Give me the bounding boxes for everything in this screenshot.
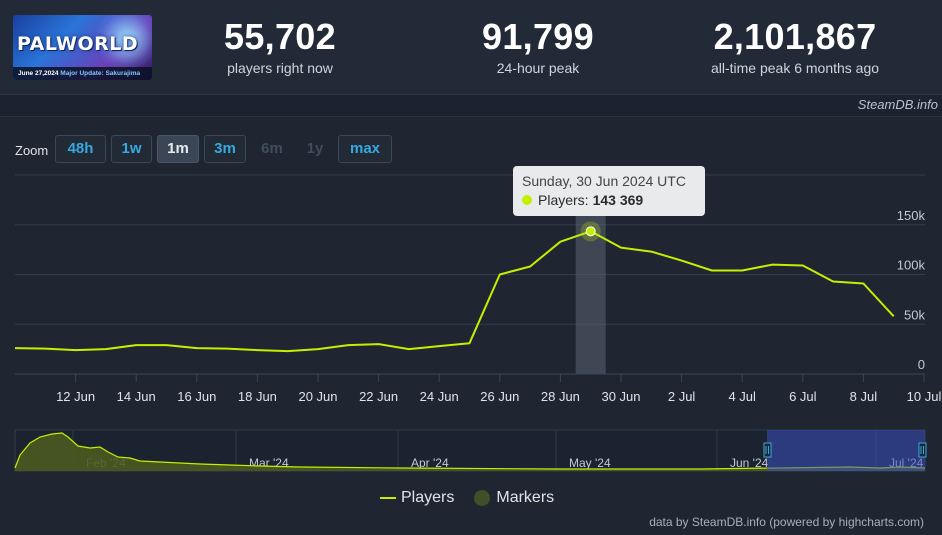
x-tick-label: 8 Jul [850,389,878,404]
series-dot-icon [522,195,532,205]
game-capsule-image[interactable]: PALWORLD June 27,2024 Major Update: Saku… [13,15,152,80]
tooltip-row: Players: 143 369 [522,192,705,208]
stat-label: all-time peak 6 months ago [710,60,880,76]
capsule-date: June 27,2024 [18,70,59,77]
x-tick-label: 6 Jul [789,389,817,404]
capsule-caption: June 27,2024 Major Update: Sakurajima [13,67,152,80]
x-tick-label: 24 Jun [420,389,459,404]
x-tick-label: 20 Jun [298,389,337,404]
legend-item-players[interactable]: Players [380,489,454,507]
game-logo: PALWORLD [17,33,139,55]
x-tick-label: 2 Jul [668,389,696,404]
capsule-update: Major Update: Sakurajima [60,70,141,77]
stat-value: 91,799 [482,16,594,57]
stat-all-time-peak: 2,101,867 all-time peak 6 months ago [680,17,910,77]
highlighted-point[interactable] [585,226,596,237]
zoom-1m-button[interactable]: 1m [157,135,199,163]
tooltip-series-label: Players: [538,192,589,208]
legend-item-markers[interactable]: Markers [454,489,554,507]
x-tick-label: 28 Jun [541,389,580,404]
stats-bar: PALWORLD June 27,2024 Major Update: Saku… [0,0,942,95]
tooltip-value: 143 369 [592,192,644,208]
stat-label: 24-hour peak [496,60,580,76]
line-symbol-icon [380,497,396,499]
series-line-players[interactable] [14,230,895,353]
x-tick-label: 26 Jun [480,389,519,404]
x-tick-label: 10 Jul [907,389,942,404]
zoom-1w-button[interactable]: 1w [111,135,152,163]
navigator-area [15,433,925,471]
y-tick-label: 50k [904,307,925,322]
stat-value: 2,101,867 [713,16,877,57]
navigator-handle-left[interactable] [763,442,772,458]
stat-label: players right now [227,60,333,76]
legend-label: Players [401,489,455,506]
x-tick-label: 18 Jun [238,389,277,404]
x-tick-label: 16 Jun [177,389,216,404]
navigator-month-label: Jun '24 [730,456,769,470]
chart-legend: Players Markers [380,489,554,507]
zoom-max-button[interactable]: max [338,135,392,163]
navigator-month-label: May '24 [569,456,611,470]
navigator-selection[interactable] [767,430,925,471]
navigator-handle-right[interactable] [918,442,927,458]
marker-symbol-icon [474,490,491,506]
stat-24h-peak: 91,799 24-hour peak [438,17,638,77]
x-tick-label: 4 Jul [728,389,756,404]
chart-tooltip: Sunday, 30 Jun 2024 UTC Players: 143 369 [513,166,705,216]
y-tick-label: 0 [918,357,925,372]
zoom-label: Zoom [15,143,49,158]
steamdb-credit[interactable]: SteamDB.info [857,97,938,112]
x-tick-label: 30 Jun [601,389,640,404]
navigator-month-label: Apr '24 [411,456,449,470]
capsule-art [92,15,152,69]
x-tick-label: 14 Jun [117,389,156,404]
y-tick-label: 150k [897,208,926,223]
y-tick-label: 100k [897,258,926,273]
zoom-3m-button[interactable]: 3m [204,135,246,163]
stat-value: 55,702 [224,16,336,57]
legend-label: Markers [496,489,555,506]
stat-current-players: 55,702 players right now [180,17,380,77]
tooltip-date: Sunday, 30 Jun 2024 UTC [522,173,686,189]
chart-credit[interactable]: data by SteamDB.info (powered by highcha… [649,515,924,529]
zoom-1y-button: 1y [306,140,324,157]
zoom-6m-button: 6m [261,140,283,157]
x-tick-label: 12 Jun [56,389,95,404]
navigator-line [14,432,926,470]
zoom-48h-button[interactable]: 48h [55,135,106,163]
x-tick-label: 22 Jun [359,389,398,404]
